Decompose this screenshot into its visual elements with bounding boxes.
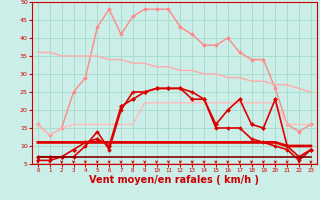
X-axis label: Vent moyen/en rafales ( km/h ): Vent moyen/en rafales ( km/h )	[89, 175, 260, 185]
